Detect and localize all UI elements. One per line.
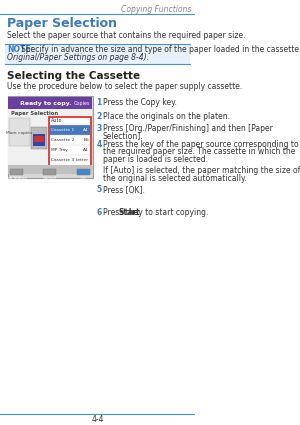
Text: Start: Start	[119, 208, 140, 217]
FancyBboxPatch shape	[34, 136, 43, 142]
Text: 2: 2	[96, 112, 101, 121]
Text: Press the key of the paper source corresponding to: Press the key of the paper source corres…	[103, 140, 298, 149]
Text: 4-4: 4-4	[91, 415, 104, 424]
Text: 6: 6	[96, 208, 101, 217]
Text: Press [OK].: Press [OK].	[103, 185, 145, 194]
Text: Press the Copy key.: Press the Copy key.	[103, 98, 177, 107]
Text: Cancel: Cancel	[43, 176, 56, 180]
Text: Specify in advance the size and type of the paper loaded in the cassette (refer : Specify in advance the size and type of …	[22, 45, 300, 54]
Text: the original is selected automatically.: the original is selected automatically.	[103, 174, 247, 183]
FancyBboxPatch shape	[9, 118, 30, 146]
Text: B5: B5	[83, 138, 89, 142]
FancyBboxPatch shape	[31, 127, 47, 149]
Text: MP Tray: MP Tray	[51, 148, 68, 152]
Text: Letter: Letter	[76, 158, 89, 162]
Text: Cassette 1: Cassette 1	[51, 128, 75, 132]
Text: 5: 5	[96, 185, 101, 194]
Text: paper is loaded is selected.: paper is loaded is selected.	[103, 155, 208, 164]
Text: 4: 4	[96, 140, 101, 149]
Text: Job Status: Job Status	[6, 176, 27, 180]
FancyBboxPatch shape	[33, 134, 45, 146]
FancyBboxPatch shape	[10, 169, 23, 175]
FancyBboxPatch shape	[50, 125, 90, 135]
FancyBboxPatch shape	[50, 117, 91, 166]
FancyBboxPatch shape	[8, 96, 93, 178]
Text: the required paper size. The cassette in which the: the required paper size. The cassette in…	[103, 147, 295, 156]
Text: Cassette 2: Cassette 2	[51, 138, 75, 142]
Text: key to start copying.: key to start copying.	[127, 208, 208, 217]
Text: Selecting the Cassette: Selecting the Cassette	[7, 71, 140, 81]
Text: Place the originals on the platen.: Place the originals on the platen.	[103, 112, 230, 121]
Text: If [Auto] is selected, the paper matching the size of: If [Auto] is selected, the paper matchin…	[103, 166, 300, 175]
FancyBboxPatch shape	[5, 44, 190, 64]
FancyBboxPatch shape	[77, 169, 90, 175]
Text: 1: 1	[96, 98, 101, 107]
Text: Paper Selection: Paper Selection	[11, 111, 58, 116]
Text: NOTE:: NOTE:	[7, 45, 34, 54]
FancyBboxPatch shape	[8, 109, 92, 174]
Text: Press the: Press the	[103, 208, 140, 217]
Text: 3: 3	[96, 124, 101, 133]
FancyBboxPatch shape	[43, 169, 56, 175]
Text: Paper Selection: Paper Selection	[7, 17, 116, 31]
Text: Selection].: Selection].	[103, 131, 143, 140]
Text: A4: A4	[83, 148, 89, 152]
Text: Copying Functions: Copying Functions	[121, 6, 191, 14]
Text: A4: A4	[83, 128, 89, 132]
Text: Ready to copy.: Ready to copy.	[20, 101, 71, 106]
Text: Copies: Copies	[74, 101, 90, 106]
Text: Press [Org./Paper/Finishing] and then [Paper: Press [Org./Paper/Finishing] and then [P…	[103, 124, 273, 133]
Text: More copies: More copies	[6, 131, 33, 135]
FancyBboxPatch shape	[8, 165, 92, 174]
Text: Auto: Auto	[51, 118, 63, 123]
FancyBboxPatch shape	[8, 97, 92, 110]
Text: Select the paper source that contains the required paper size.: Select the paper source that contains th…	[7, 31, 245, 40]
Text: Cassette 3: Cassette 3	[51, 158, 75, 162]
Text: OK: OK	[80, 176, 86, 180]
Text: Original/Paper Settings on page 8-4).: Original/Paper Settings on page 8-4).	[7, 54, 149, 62]
Text: Use the procedure below to select the paper supply cassette.: Use the procedure below to select the pa…	[7, 82, 242, 91]
